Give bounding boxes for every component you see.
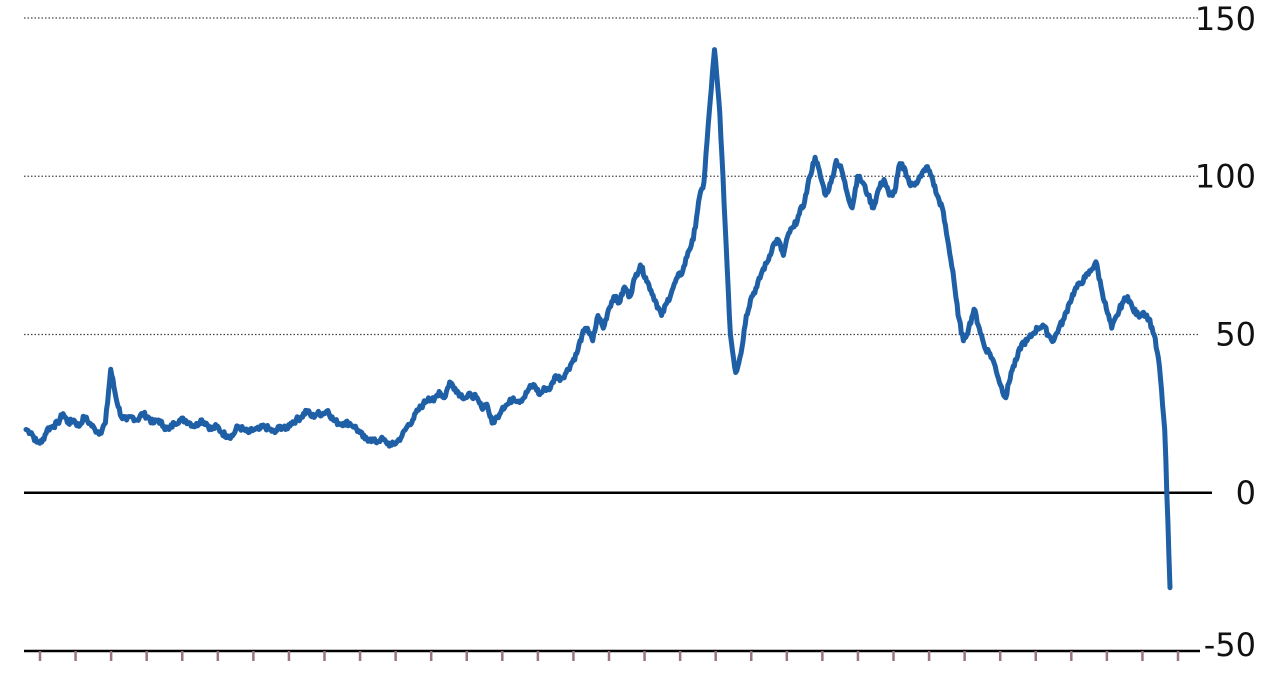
x-axis-ticks — [38, 651, 1180, 661]
y-tick-label: -50 — [1204, 626, 1256, 664]
y-tick-label: 150 — [1195, 0, 1256, 38]
y-tick-label: 50 — [1215, 316, 1256, 354]
series-line — [23, 47, 1173, 591]
y-axis-labels: -50 0 50 100 150 — [1195, 0, 1256, 664]
series-layer — [23, 47, 1173, 591]
y-tick-label: 100 — [1195, 157, 1256, 195]
gridlines — [24, 17, 1212, 653]
y-tick-label: 0 — [1236, 474, 1256, 512]
